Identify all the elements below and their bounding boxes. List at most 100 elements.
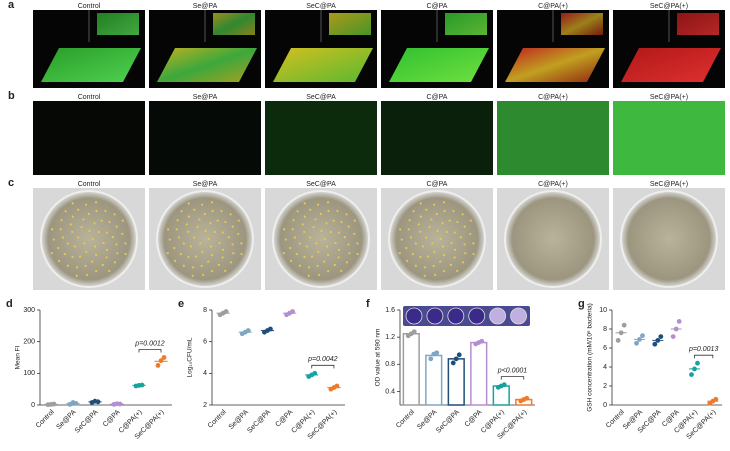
colony (282, 251, 285, 255)
colony (298, 264, 301, 267)
replicate-dot (245, 328, 251, 333)
well (510, 307, 527, 325)
colony (317, 250, 320, 253)
colony (472, 252, 475, 256)
colony (105, 256, 108, 259)
colony (439, 237, 442, 241)
y-tick-label: 0 (31, 402, 35, 409)
colony (319, 212, 322, 216)
colony (194, 255, 198, 258)
colony (232, 252, 235, 255)
replicate-dot (637, 337, 642, 342)
colony (224, 220, 227, 224)
bar (470, 341, 488, 406)
colony (217, 263, 220, 267)
significance-bracket (500, 376, 525, 380)
confocal-side (445, 13, 487, 35)
replicate-dot (634, 340, 639, 346)
replicate-dot (640, 333, 645, 339)
colony (411, 252, 414, 256)
x-tick-label: Control (395, 408, 416, 429)
chart: g GSH concentration (mM/10⁶ bacteria) 0 2 4 6… (578, 298, 722, 441)
colony (121, 219, 124, 222)
colony (472, 242, 475, 245)
colony (307, 274, 310, 277)
panel-letter: e (178, 298, 184, 310)
colony (58, 259, 61, 262)
colony (325, 222, 328, 225)
x-tick-label: SeC@PA (246, 409, 272, 435)
colony (326, 245, 329, 248)
p-value: p=0.0042 (307, 356, 337, 363)
colony (323, 260, 326, 263)
image-panels: a Control Se@PA SeC@PA C@PA C@PA(+) SeC@PA(+) b… (8, 0, 725, 290)
colony (443, 209, 446, 213)
colony (434, 273, 437, 277)
replicate-dot (621, 322, 627, 328)
colony (64, 210, 67, 213)
colony (115, 243, 118, 246)
petri-dish (388, 190, 486, 288)
y-tick-label: 300 (23, 307, 35, 314)
colony (291, 228, 294, 231)
colony (105, 248, 109, 251)
x-tick-label: C@PA (275, 409, 295, 429)
colony (189, 245, 192, 248)
colony (94, 245, 97, 248)
colony (400, 238, 403, 241)
replicate-dot (450, 360, 456, 366)
colony (108, 220, 111, 224)
colony (433, 203, 436, 206)
colony (345, 261, 348, 264)
colony (199, 242, 202, 245)
panel-letter: c (8, 177, 14, 189)
image-caption: Control (78, 181, 101, 188)
colony (327, 269, 330, 273)
colony (191, 274, 194, 277)
colony (408, 219, 411, 222)
colony (432, 264, 435, 267)
confocal-volume (621, 48, 721, 82)
colony (193, 236, 196, 239)
colony (105, 231, 108, 234)
colony (343, 236, 346, 239)
colony (66, 242, 69, 245)
colony (116, 252, 119, 255)
colony (293, 236, 297, 239)
replicate-dot (453, 356, 459, 362)
colony (305, 245, 308, 248)
colony (193, 208, 196, 211)
y-tick-label: 8 (603, 326, 607, 333)
colony (237, 219, 240, 222)
colony (174, 259, 177, 262)
confocal-side (561, 13, 603, 35)
replicate-dot (501, 382, 507, 388)
colony (337, 231, 340, 234)
colony (356, 242, 359, 245)
confocal-side (97, 13, 139, 35)
y-axis-label: OD value at 590 nm (375, 329, 382, 387)
replicate-dot (673, 326, 679, 332)
colony (207, 237, 210, 241)
panel-letter: d (6, 298, 13, 310)
colony (191, 266, 195, 269)
colony (296, 210, 299, 213)
colony (211, 209, 214, 213)
colony (111, 236, 114, 239)
colony (405, 246, 408, 250)
colony (198, 218, 201, 221)
colony (414, 242, 417, 245)
colony (456, 220, 459, 224)
replicate-dot (713, 396, 719, 402)
colony (303, 202, 306, 205)
colony (326, 201, 330, 204)
y-tick-label: 8 (203, 307, 207, 314)
colony (430, 218, 433, 221)
colony (463, 225, 466, 228)
colony (52, 238, 55, 241)
fluorescence-image (265, 101, 377, 175)
p-value: p=0.0013 (688, 346, 718, 353)
colony (353, 219, 356, 222)
replicate-dot (290, 309, 295, 314)
